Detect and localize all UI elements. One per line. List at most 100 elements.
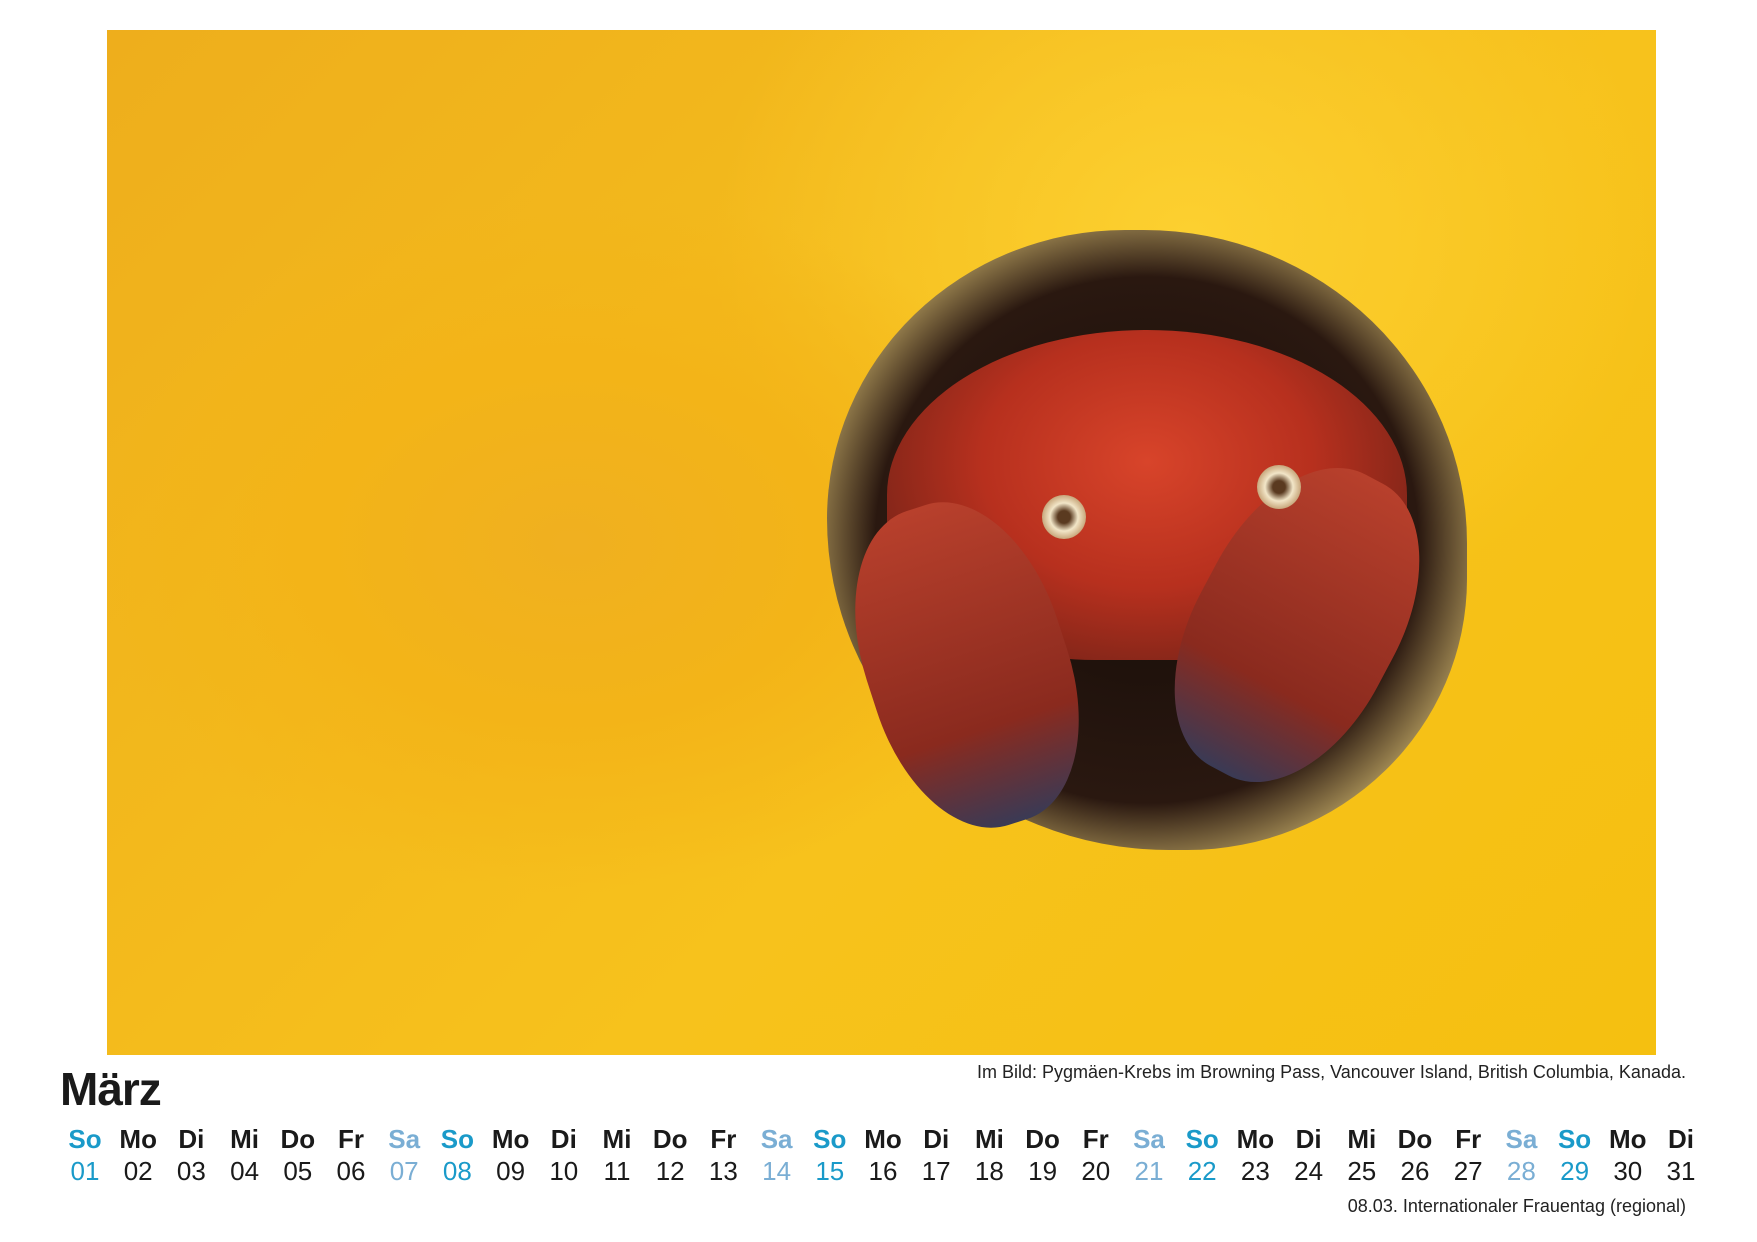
day-column: Fr 13 (696, 1123, 750, 1187)
day-column: Mo 02 (111, 1123, 165, 1187)
day-number: 11 (603, 1156, 631, 1186)
day-number: 27 (1453, 1156, 1483, 1186)
weekday-label: Mi (1347, 1124, 1377, 1154)
day-number: 14 (762, 1156, 792, 1186)
day-column: Fr 20 (1069, 1123, 1123, 1187)
calendar-photo (107, 30, 1656, 1055)
day-column: Do 26 (1388, 1123, 1442, 1187)
day-number: 19 (1028, 1156, 1058, 1186)
day-number: 31 (1666, 1156, 1696, 1186)
day-number: 17 (921, 1156, 951, 1186)
day-column: Fr 27 (1441, 1123, 1495, 1187)
day-column: Mo 09 (484, 1123, 538, 1187)
weekday-label: Fr (1082, 1124, 1109, 1154)
weekday-label: Di (923, 1124, 950, 1154)
photo-caption: Im Bild: Pygmäen-Krebs im Browning Pass,… (977, 1062, 1686, 1082)
day-number: 21 (1134, 1156, 1164, 1186)
day-column: Mo 23 (1228, 1123, 1282, 1187)
weekday-label: Sa (1505, 1124, 1538, 1154)
day-column: Mi 25 (1335, 1123, 1389, 1187)
weekday-label: Sa (1133, 1124, 1165, 1154)
day-number: 29 (1560, 1156, 1590, 1186)
weekday-label: So (440, 1124, 474, 1154)
day-column: So 15 (803, 1123, 857, 1187)
day-number: 09 (496, 1156, 526, 1186)
day-number: 24 (1294, 1156, 1324, 1186)
day-number: 26 (1400, 1156, 1430, 1186)
day-column: Do 05 (271, 1123, 325, 1187)
weekday-label: Di (550, 1124, 577, 1154)
day-number: 16 (868, 1156, 898, 1186)
weekday-label: Fr (1455, 1124, 1482, 1154)
day-column: Di 17 (909, 1123, 963, 1187)
day-column: Mi 11 (590, 1123, 644, 1187)
weekday-label: Mi (602, 1124, 632, 1154)
day-number: 15 (815, 1156, 845, 1186)
day-number: 05 (283, 1156, 313, 1186)
weekday-label: Do (652, 1124, 688, 1154)
weekday-label: So (813, 1124, 847, 1154)
day-number: 18 (974, 1156, 1004, 1186)
weekday-label: Do (1025, 1124, 1060, 1154)
day-column: So 08 (430, 1123, 484, 1187)
day-number: 20 (1081, 1156, 1111, 1186)
weekday-label: Fr (710, 1124, 737, 1154)
day-strip: So 01 Mo 02 Di 03 Mi 04 Do 05 Fr 06 Sa 07 So 08 Mo 09 Di 10… (58, 1123, 1706, 1193)
weekday-label: So (1185, 1124, 1219, 1154)
day-number: 23 (1240, 1156, 1270, 1186)
day-column: Di 31 (1654, 1123, 1708, 1187)
day-number: 08 (442, 1156, 472, 1186)
day-column: Di 24 (1282, 1123, 1336, 1187)
day-column: Do 12 (643, 1123, 697, 1187)
weekday-label: Sa (388, 1124, 421, 1154)
day-column: So 22 (1175, 1123, 1229, 1187)
weekday-label: So (68, 1124, 102, 1154)
day-column: Sa 28 (1494, 1123, 1548, 1187)
weekday-label: Mo (864, 1124, 902, 1154)
day-column: Sa 21 (1122, 1123, 1176, 1187)
weekday-label: Mo (119, 1124, 157, 1154)
day-number: 22 (1187, 1156, 1217, 1186)
day-number: 06 (336, 1156, 366, 1186)
weekday-label: Di (1295, 1124, 1322, 1154)
day-column: Do 19 (1016, 1123, 1070, 1187)
weekday-label: Mi (230, 1124, 260, 1154)
day-column: Sa 14 (750, 1123, 804, 1187)
weekday-label: Fr (338, 1124, 364, 1154)
day-number: 25 (1347, 1156, 1377, 1186)
day-number: 13 (708, 1156, 738, 1186)
day-number: 12 (655, 1156, 685, 1186)
day-column: So 29 (1548, 1123, 1602, 1187)
weekday-label: Mo (491, 1124, 530, 1154)
weekday-label: Do (1397, 1124, 1433, 1154)
day-number: 10 (549, 1156, 579, 1186)
month-title: März (60, 1063, 162, 1115)
holiday-note: 08.03. Internationaler Frauentag (region… (1347, 1196, 1686, 1216)
day-column: So 01 (58, 1123, 112, 1187)
crab-eye-left (1042, 495, 1086, 539)
day-column: Di 10 (537, 1123, 591, 1187)
day-column: Fr 06 (324, 1123, 378, 1187)
day-column: Di 03 (164, 1123, 218, 1187)
day-number: 02 (123, 1156, 153, 1186)
weekday-label: Mi (974, 1124, 1004, 1154)
day-number: 04 (230, 1156, 260, 1186)
weekday-label: Do (280, 1124, 316, 1154)
day-column: Mi 18 (962, 1123, 1016, 1187)
weekday-label: Mo (1236, 1124, 1275, 1154)
weekday-label: Sa (760, 1124, 793, 1154)
weekday-label: Mo (1609, 1124, 1647, 1154)
weekday-label: So (1557, 1124, 1592, 1154)
day-column: Mo 30 (1601, 1123, 1655, 1187)
crab-eye-right (1257, 465, 1301, 509)
day-column: Mo 16 (856, 1123, 910, 1187)
weekday-label: Di (1668, 1124, 1694, 1154)
day-number: 30 (1613, 1156, 1643, 1186)
day-number: 01 (70, 1156, 100, 1186)
day-column: Sa 07 (377, 1123, 431, 1187)
day-column: Mi 04 (218, 1123, 272, 1187)
weekday-label: Di (178, 1124, 205, 1154)
day-number: 07 (389, 1156, 419, 1186)
day-number: 28 (1506, 1156, 1536, 1186)
day-number: 03 (176, 1156, 206, 1186)
